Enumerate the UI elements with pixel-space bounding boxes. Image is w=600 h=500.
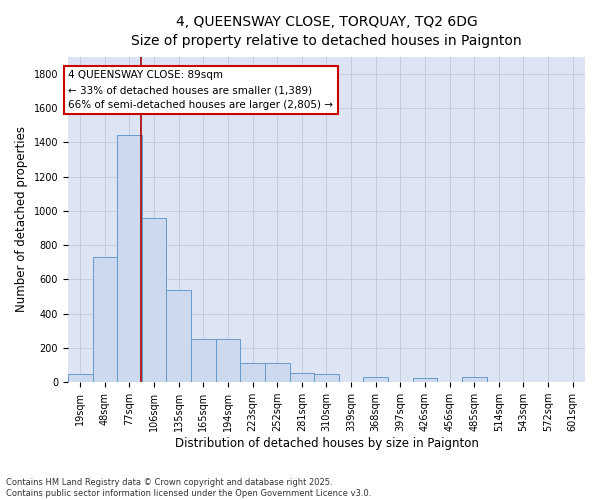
Bar (142, 218, 166, 382)
Bar (290, 373, 314, 382)
Bar (364, 377, 388, 382)
X-axis label: Distribution of detached houses by size in Paignton: Distribution of detached houses by size … (175, 437, 478, 450)
Y-axis label: Number of detached properties: Number of detached properties (15, 126, 28, 312)
Bar (117, 136, 142, 382)
Bar (92, 257, 117, 382)
Bar (462, 377, 487, 382)
Title: 4, QUEENSWAY CLOSE, TORQUAY, TQ2 6DG
Size of property relative to detached house: 4, QUEENSWAY CLOSE, TORQUAY, TQ2 6DG Siz… (131, 15, 522, 48)
Bar (215, 338, 240, 382)
Bar (191, 338, 215, 382)
Bar (68, 374, 92, 382)
Text: 4 QUEENSWAY CLOSE: 89sqm
← 33% of detached houses are smaller (1,389)
66% of sem: 4 QUEENSWAY CLOSE: 89sqm ← 33% of detach… (68, 70, 334, 110)
Bar (166, 290, 191, 382)
Text: Contains HM Land Registry data © Crown copyright and database right 2025.
Contai: Contains HM Land Registry data © Crown c… (6, 478, 371, 498)
Bar (240, 364, 265, 382)
Bar (314, 374, 339, 382)
Bar (413, 378, 437, 382)
Bar (265, 364, 290, 382)
